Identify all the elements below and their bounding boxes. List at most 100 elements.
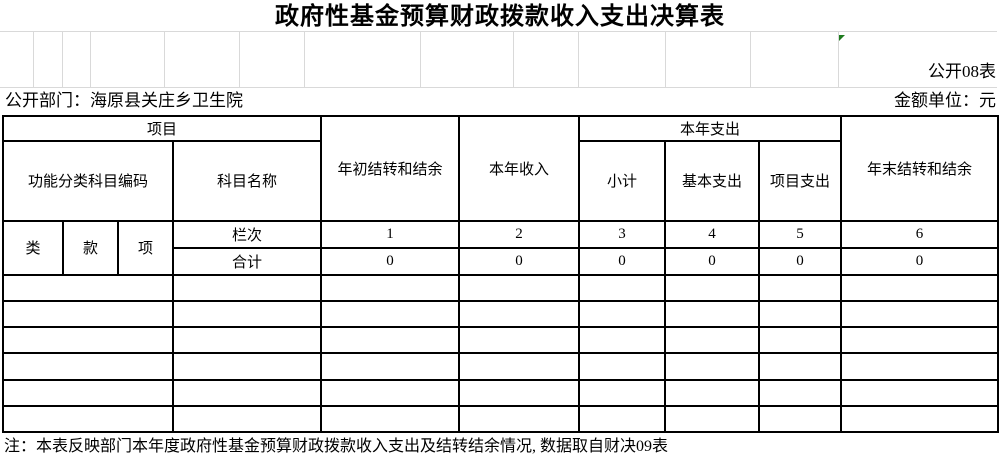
empty-cell: [171, 326, 323, 355]
header-section: 款: [62, 219, 119, 277]
empty-cell: [840, 352, 1000, 381]
gridline: [0, 31, 997, 32]
cell-error-flag-icon: [839, 35, 845, 41]
header-func-code: 功能分类科目编码: [2, 140, 174, 222]
empty-cell: [458, 404, 581, 434]
empty-cell: [578, 352, 667, 381]
gridline: [665, 31, 666, 87]
total-label-cell: 合计: [171, 246, 323, 277]
gridline: [513, 31, 514, 87]
header-subtotal: 小计: [578, 140, 667, 222]
page-title: 政府性基金预算财政拨款收入支出决算表: [275, 4, 725, 30]
empty-cell: [320, 352, 461, 381]
empty-cell: [2, 300, 174, 329]
empty-cell: [578, 378, 667, 407]
empty-cell: [320, 378, 461, 407]
table-row: 类 款 项 栏次 1 2 3 4 5 6: [2, 219, 1000, 277]
table-row: [2, 378, 1000, 407]
gridline: [750, 31, 751, 87]
lanci-value-cell: 3: [578, 219, 667, 249]
header-basic-expense: 基本支出: [664, 140, 761, 222]
table-row: [2, 273, 1000, 303]
empty-cell: [664, 273, 761, 303]
total-value-cell: 0: [320, 246, 461, 277]
empty-cell: [664, 352, 761, 381]
gridline: [838, 31, 839, 87]
empty-cell: [758, 404, 843, 434]
total-value-cell: 0: [458, 246, 581, 277]
budget-table: 项目 年初结转和结余 本年收入 本年支出 年末结转和结余 功能分类科目编码 科目…: [1, 114, 1000, 434]
table-row: 合计 0 0 0 0 0 0: [3, 246, 1000, 277]
gridline: [304, 31, 305, 87]
header-class: 类: [2, 219, 64, 277]
empty-cell: [758, 352, 843, 381]
gridline: [62, 31, 63, 87]
header-project: 项目: [1, 114, 323, 143]
empty-cell: [840, 378, 1000, 407]
table-row: [2, 326, 1000, 355]
header-year-income: 本年收入: [458, 115, 581, 222]
empty-cell: [664, 404, 761, 434]
lanci-label-cell: 栏次: [171, 219, 323, 249]
empty-cell: [578, 300, 667, 329]
gridline: [420, 31, 421, 87]
empty-cell: [458, 352, 581, 381]
empty-cell: [320, 273, 461, 303]
empty-cell: [664, 378, 761, 407]
header-subject-name: 科目名称: [171, 140, 323, 222]
lanci-value-cell: 1: [320, 219, 461, 249]
table-row: 功能分类科目编码 科目名称 小计 基本支出 项目支出: [2, 140, 998, 222]
empty-cell: [758, 378, 843, 407]
empty-cell: [171, 404, 323, 434]
empty-cell: [578, 404, 667, 434]
header-year-expense: 本年支出: [578, 114, 843, 143]
lanci-value-cell: 2: [458, 219, 581, 249]
empty-cell: [171, 273, 323, 303]
gridline: [0, 87, 997, 88]
lanci-value-cell: 5: [758, 219, 843, 249]
empty-cell: [171, 300, 323, 329]
empty-cell: [758, 326, 843, 355]
lanci-value-cell: 4: [664, 219, 761, 249]
empty-cell: [664, 326, 761, 355]
department-label: 公开部门：海原县关庄乡卫生院: [5, 91, 243, 110]
empty-cell: [664, 300, 761, 329]
empty-cell: [840, 404, 1000, 434]
empty-cell: [758, 273, 843, 303]
empty-cell: [2, 326, 174, 355]
gridline: [164, 31, 165, 87]
empty-cell: [458, 326, 581, 355]
table-row: 项目 年初结转和结余 本年收入 本年支出 年末结转和结余: [1, 114, 1000, 222]
total-value-cell: 0: [840, 246, 1000, 277]
unit-label: 金额单位：元: [894, 91, 996, 110]
total-value-cell: 0: [578, 246, 667, 277]
total-value-cell: 0: [664, 246, 761, 277]
header-end-balance: 年末结转和结余: [840, 115, 1000, 222]
empty-cell: [578, 326, 667, 355]
table-row: [2, 352, 1000, 381]
total-value-cell: 0: [758, 246, 843, 277]
empty-cell: [2, 404, 174, 434]
empty-cell: [320, 404, 461, 434]
gridline: [33, 31, 34, 87]
empty-cell: [171, 352, 323, 381]
empty-cell: [458, 300, 581, 329]
empty-cell: [320, 300, 461, 329]
header-project-expense: 项目支出: [758, 140, 843, 222]
footnote: 注：本表反映部门本年度政府性基金预算财政拨款收入支出及结转结余情况, 数据取自财…: [4, 438, 669, 455]
corner-table-code: 公开08表: [928, 62, 996, 81]
empty-cell: [578, 273, 667, 303]
empty-cell: [840, 326, 1000, 355]
table-row: [2, 404, 1000, 434]
empty-cell: [2, 378, 174, 407]
meta-row: 公开部门：海原县关庄乡卫生院 金额单位：元: [0, 87, 1000, 115]
empty-cell: [758, 300, 843, 329]
empty-cell: [320, 326, 461, 355]
lanci-value-cell: 6: [840, 219, 1000, 249]
empty-cell: [458, 378, 581, 407]
empty-cell: [2, 273, 174, 303]
gridline: [239, 31, 240, 87]
empty-cell: [2, 352, 174, 381]
gridline: [90, 31, 91, 87]
